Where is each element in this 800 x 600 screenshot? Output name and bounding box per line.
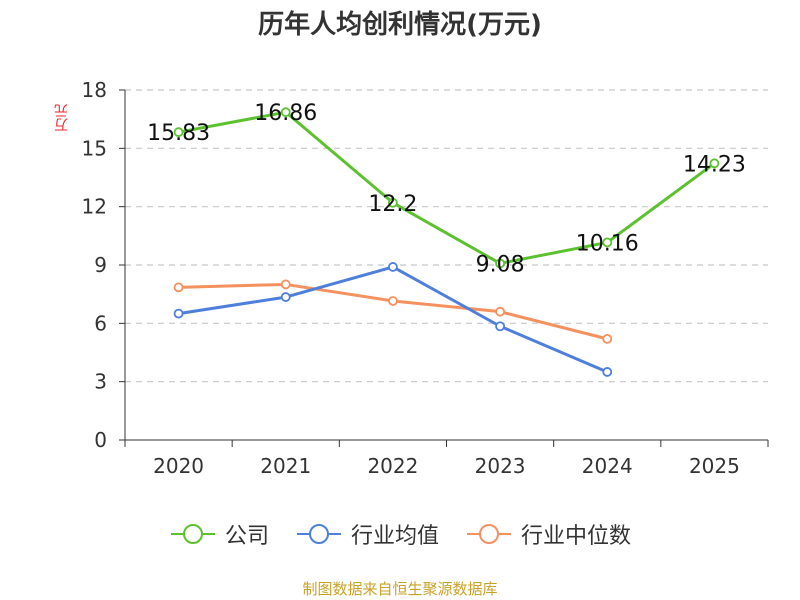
source-note: 制图数据来自恒生聚源数据库 — [302, 580, 498, 598]
x-tick-label: 2021 — [260, 454, 311, 478]
legend-company-label: 公司 — [224, 524, 269, 549]
data-point — [173, 282, 184, 293]
data-point — [495, 258, 505, 269]
data-label: 12.2 — [368, 192, 417, 217]
data-point — [388, 262, 398, 272]
data-label: 16.86 — [254, 101, 317, 126]
y-tick-label: 6 — [94, 311, 107, 335]
legend-industry-avg-label: 行业均值 — [350, 524, 439, 549]
y-tick-label: 12 — [82, 195, 107, 219]
data-label: 9.08 — [476, 252, 525, 277]
legend-industry-median-icon — [467, 524, 511, 544]
data-point — [388, 197, 398, 208]
series-line-0 — [178, 110, 716, 265]
x-tick-label: 2025 — [689, 454, 740, 478]
data-label: 14.23 — [683, 152, 746, 177]
series-line-2 — [178, 282, 608, 341]
x-tick-label: 2020 — [153, 454, 204, 478]
data-point — [602, 367, 613, 377]
y-tick-label: 3 — [94, 370, 107, 394]
y-tick-label: 9 — [94, 253, 107, 277]
data-point — [173, 127, 184, 138]
data-label: 15.83 — [147, 121, 210, 146]
data-point — [280, 279, 291, 290]
legend-industry-median-label: 行业中位数 — [521, 524, 632, 549]
chart-title: 历年人均创利情况(万元) — [258, 10, 542, 40]
y-tick-label: 0 — [94, 428, 107, 452]
series-line-1 — [178, 265, 608, 374]
data-point — [495, 321, 505, 332]
x-tick-label: 2024 — [582, 454, 633, 478]
data-point — [388, 296, 398, 306]
y-tick-label: 18 — [82, 78, 107, 102]
legend: 公司 行业均值 行业中位数 — [0, 518, 800, 550]
data-point — [280, 292, 291, 302]
data-point — [602, 333, 613, 344]
data-point — [280, 107, 291, 118]
x-tick-label: 2023 — [475, 454, 526, 478]
legend-item-industry-avg[interactable]: 行业均值 — [295, 518, 439, 550]
legend-item-company[interactable]: 公司 — [169, 518, 269, 550]
y-tick-label: 15 — [82, 136, 107, 160]
data-point — [709, 158, 720, 169]
data-point — [495, 306, 505, 317]
legend-industry-avg-icon — [296, 524, 341, 544]
data-label: 10.16 — [576, 231, 639, 256]
legend-company-icon — [170, 524, 215, 544]
line-chart: 0 3 6 9 12 15 18 2020 2021 2022 2023 2024 2025 15.83 1… — [82, 78, 769, 478]
data-point — [173, 308, 184, 319]
data-point — [602, 237, 613, 248]
x-tick-label: 2022 — [367, 454, 418, 478]
legend-item-industry-median[interactable]: 行业中位数 — [465, 518, 631, 550]
